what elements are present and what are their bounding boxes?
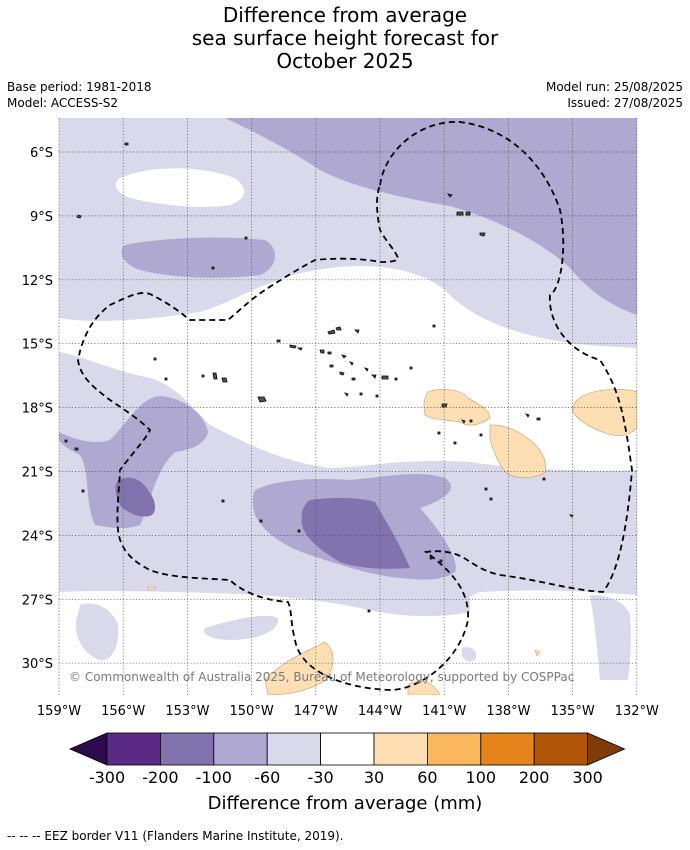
map-title: Difference from average sea surface heig… [0, 4, 690, 73]
zone-neutral [59, 586, 637, 695]
lon-tick-label: 138°W [486, 704, 530, 719]
colorbar-tick-labels: -300 -200 -100 -60 -30 30 60 100 200 300 [89, 768, 603, 787]
colorbar-tick-label: 100 [466, 768, 497, 787]
colorbar-tick-label: -200 [142, 768, 178, 787]
colorbar-tick-label: 300 [572, 768, 603, 787]
lat-tick-label: 21°S [22, 466, 53, 481]
model-run: Model run: 25/08/2025 [545, 80, 683, 94]
zone-c3 [59, 396, 208, 529]
lon-tick-label: 135°W [551, 704, 595, 719]
lat-tick-label: 9°S [30, 210, 53, 225]
lat-tick-label: 24°S [22, 529, 53, 544]
latitude-labels: 6°S 9°S 12°S 15°S 18°S 21°S 24°S 27°S 30°S [22, 146, 53, 672]
colorbar-label: Difference from average (mm) [208, 793, 483, 814]
lon-tick-label: 159°W [37, 704, 81, 719]
colorbar-tick-label: 60 [417, 768, 437, 787]
zone-c6 [534, 649, 541, 657]
colorbar-segment [106, 732, 161, 766]
zone-c2 [301, 497, 410, 569]
zone-c6 [571, 389, 637, 436]
lon-tick-label: 150°W [230, 704, 274, 719]
colorbar [68, 732, 626, 766]
lat-tick-label: 15°S [22, 338, 53, 353]
map-field [59, 118, 637, 695]
colorbar-tick-label: 30 [364, 768, 384, 787]
colorbar-segment [320, 732, 375, 766]
zone-c4 [462, 647, 477, 662]
eez-border [77, 121, 633, 691]
colorbar-tick-label: -300 [89, 768, 125, 787]
eez-footnote: -- -- -- EEZ border V11 (Flanders Marine… [7, 829, 344, 843]
colorbar-extend-high [587, 732, 626, 766]
colorbar-tick-label: 200 [519, 768, 550, 787]
longitude-labels: 159°W 156°W 153°W 150°W 147°W 144°W 141°W 138°W… [37, 704, 659, 719]
colorbar-segment [213, 732, 268, 766]
colorbar-tick-label: -30 [308, 768, 334, 787]
lat-tick-label: 27°S [22, 593, 53, 608]
zone-c4 [75, 603, 119, 661]
colorbar-segment [480, 732, 535, 766]
colorbar-tick-label: -100 [196, 768, 232, 787]
lat-tick-label: 18°S [22, 402, 53, 417]
zone-neutral [59, 266, 637, 471]
model-name: Model: ACCESS-S2 [7, 96, 119, 110]
zone-c6 [147, 586, 157, 591]
title-line-2: sea surface height forecast for [191, 26, 499, 50]
lon-tick-label: 132°W [615, 704, 659, 719]
lon-tick-label: 156°W [101, 704, 145, 719]
colorbar-segment [266, 732, 322, 766]
lat-tick-label: 12°S [22, 274, 53, 289]
zone-c6 [489, 424, 546, 478]
lat-tick-label: 6°S [30, 146, 53, 161]
zone-c4 [203, 615, 279, 640]
colorbar-extend-low [68, 732, 108, 766]
meta-right: Model run: 25/08/2025 Issued: 27/08/2025 [546, 79, 683, 111]
colorbar-segment [159, 732, 215, 766]
colorbar-tick-label: -60 [254, 768, 280, 787]
gridlines [58, 118, 638, 695]
lat-tick-label: 30°S [22, 657, 53, 672]
lon-tick-label: 153°W [165, 704, 209, 719]
meta-left: Base period: 1981-2018 Model: ACCESS-S2 [7, 79, 152, 111]
colorbar-segment [373, 732, 428, 766]
zone-c4 [59, 545, 470, 617]
lon-tick-label: 147°W [294, 704, 338, 719]
zone-c4 [590, 595, 631, 680]
colorbar-segment [426, 732, 482, 766]
zone-neutral [115, 168, 245, 208]
base-period: Base period: 1981-2018 [7, 80, 152, 94]
lon-tick-label: 144°W [358, 704, 402, 719]
title-line-3: October 2025 [276, 49, 414, 73]
lon-tick-label: 141°W [422, 704, 466, 719]
zone-c3 [121, 237, 276, 278]
zone-c6 [423, 389, 491, 426]
title-line-1: Difference from average [222, 3, 468, 27]
copyright-text: © Commonwealth of Australia 2025, Bureau… [69, 670, 574, 684]
islands [64, 142, 574, 613]
colorbar-segment [533, 732, 589, 766]
zone-c2 [115, 477, 156, 517]
zone-c3 [225, 118, 637, 315]
issued-date: Issued: 27/08/2025 [567, 96, 683, 110]
